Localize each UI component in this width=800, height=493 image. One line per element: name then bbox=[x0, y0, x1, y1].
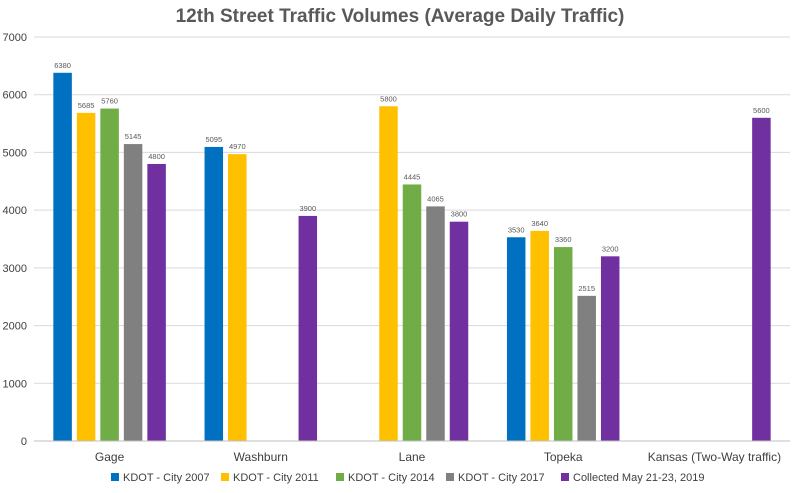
bar bbox=[553, 247, 573, 441]
bar bbox=[530, 230, 549, 441]
data-label: 5095 bbox=[205, 135, 222, 144]
bar bbox=[147, 163, 166, 441]
category-label: Washburn bbox=[234, 450, 288, 464]
data-label: 4445 bbox=[404, 172, 421, 181]
y-tick-label: 7000 bbox=[3, 32, 27, 44]
data-labels: 6380 5685 5760 5145 4800 5095 4970 3900 5800 4445… bbox=[54, 61, 769, 293]
bar bbox=[123, 144, 143, 441]
data-label: 3900 bbox=[299, 204, 316, 213]
data-label: 5685 bbox=[78, 101, 95, 110]
bar bbox=[298, 215, 318, 441]
legend-label: KDOT - City 2017 bbox=[458, 472, 545, 484]
y-tick-label: 4000 bbox=[3, 205, 27, 217]
legend-swatch bbox=[221, 473, 229, 481]
bar bbox=[426, 206, 445, 441]
bar bbox=[449, 221, 469, 441]
bar bbox=[577, 295, 596, 441]
data-label: 3800 bbox=[451, 210, 468, 219]
data-label: 5145 bbox=[125, 132, 142, 141]
legend-swatch bbox=[111, 473, 119, 481]
y-tick-label: 3000 bbox=[3, 263, 27, 275]
bar bbox=[76, 112, 96, 441]
bar bbox=[53, 72, 72, 441]
legend-label: KDOT - City 2007 bbox=[123, 472, 210, 484]
legend-label: Collected May 21-23, 2019 bbox=[573, 472, 704, 484]
data-label: 5760 bbox=[101, 97, 118, 106]
data-label: 4800 bbox=[148, 152, 165, 161]
category-label: Topeka bbox=[544, 450, 583, 464]
legend: KDOT - City 2007 KDOT - City 2011 KDOT - C… bbox=[111, 472, 704, 484]
bar bbox=[379, 106, 398, 441]
data-label: 5800 bbox=[380, 94, 397, 103]
y-tick-label: 1000 bbox=[3, 378, 27, 390]
legend-swatch bbox=[561, 473, 569, 481]
y-tick-label: 6000 bbox=[3, 90, 27, 102]
y-tick-label: 0 bbox=[21, 436, 27, 448]
y-tick-label: 5000 bbox=[3, 147, 27, 159]
data-label: 3530 bbox=[508, 225, 525, 234]
bar bbox=[506, 237, 526, 441]
bars bbox=[53, 72, 771, 442]
bar bbox=[228, 154, 247, 441]
data-label: 3200 bbox=[602, 244, 619, 253]
legend-swatch bbox=[446, 473, 454, 481]
category-label: Gage bbox=[95, 450, 125, 464]
legend-label: KDOT - City 2011 bbox=[233, 472, 319, 484]
data-label: 5600 bbox=[753, 106, 770, 115]
data-label: 6380 bbox=[54, 61, 71, 70]
y-tick-label: 2000 bbox=[3, 321, 27, 333]
category-label: Lane bbox=[399, 450, 426, 464]
data-label: 4065 bbox=[427, 194, 444, 203]
chart-title: 12th Street Traffic Volumes (Average Dai… bbox=[176, 6, 625, 27]
data-label: 4970 bbox=[229, 142, 246, 151]
bar bbox=[402, 184, 422, 441]
bar bbox=[600, 256, 620, 441]
bar bbox=[100, 108, 119, 442]
y-axis-ticks: 0 1000 2000 3000 4000 5000 6000 7000 bbox=[3, 32, 27, 448]
bar bbox=[204, 146, 224, 441]
bar bbox=[752, 117, 771, 442]
legend-swatch bbox=[336, 473, 344, 481]
legend-label: KDOT - City 2014 bbox=[348, 472, 435, 484]
data-label: 3640 bbox=[531, 219, 548, 228]
data-label: 3360 bbox=[555, 235, 572, 244]
data-label: 2515 bbox=[578, 284, 595, 293]
category-labels: Gage Washburn Lane Topeka Kansas (Two-Way tr… bbox=[95, 450, 781, 464]
category-label: Kansas (Two-Way traffic) bbox=[648, 450, 781, 464]
